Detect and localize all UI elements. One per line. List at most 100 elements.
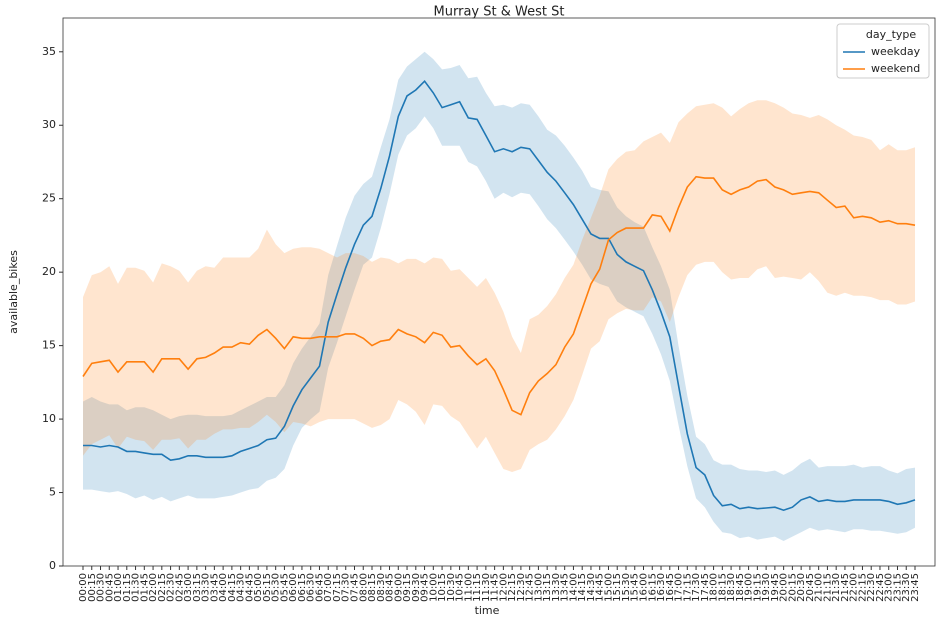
- x-tick-label: 10:15: [437, 573, 448, 602]
- x-tick-label: 02:00: [148, 573, 159, 602]
- x-tick-label: 11:30: [481, 573, 492, 602]
- x-tick-label: 14:30: [586, 573, 597, 602]
- legend-label: weekday: [871, 45, 921, 58]
- x-tick-label: 03:00: [183, 573, 194, 602]
- x-tick-label: 05:45: [279, 573, 290, 602]
- x-tick-label: 02:30: [166, 573, 177, 602]
- x-tick-label: 15:30: [621, 573, 632, 602]
- x-tick-label: 05:15: [262, 573, 273, 602]
- x-tick-label: 23:00: [884, 573, 895, 602]
- x-tick-label: 07:00: [323, 573, 334, 602]
- x-tick-label: 18:15: [717, 573, 728, 602]
- x-tick-label: 08:30: [376, 573, 387, 602]
- x-tick-label: 08:15: [367, 573, 378, 602]
- x-tick-label: 09:15: [402, 573, 413, 602]
- legend-box: [836, 23, 930, 79]
- x-tick-label: 17:45: [700, 573, 711, 602]
- x-tick-label: 19:15: [752, 573, 763, 602]
- x-tick-label: 20:15: [787, 573, 798, 602]
- x-tick-label: 12:30: [516, 573, 527, 602]
- x-tick-label: 07:45: [349, 573, 360, 602]
- y-tick-label: 35: [42, 45, 56, 58]
- x-axis-label: time: [475, 604, 500, 617]
- x-tick-label: 16:45: [665, 573, 676, 602]
- x-tick-label: 20:00: [779, 573, 790, 602]
- x-tick-label: 22:00: [849, 573, 860, 602]
- x-tick-label: 22:30: [866, 573, 877, 602]
- x-tick-label: 03:30: [201, 573, 212, 602]
- x-tick-label: 20:30: [796, 573, 807, 602]
- x-tick-label: 01:30: [131, 573, 142, 602]
- x-tick-label: 02:45: [174, 573, 185, 602]
- x-tick-label: 08:45: [385, 573, 396, 602]
- x-tick-label: 22:45: [875, 573, 886, 602]
- x-tick-label: 16:00: [639, 573, 650, 602]
- x-tick-label: 21:45: [840, 573, 851, 602]
- x-tick-label: 15:15: [612, 573, 623, 602]
- x-tick-label: 08:00: [358, 573, 369, 602]
- x-tick-label: 22:15: [857, 573, 868, 602]
- x-tick-label: 04:45: [244, 573, 255, 602]
- x-tick-label: 13:30: [551, 573, 562, 602]
- x-tick-label: 03:45: [209, 573, 220, 602]
- x-tick-label: 19:30: [761, 573, 772, 602]
- x-tick-label: 06:15: [297, 573, 308, 602]
- plot-area: [62, 17, 936, 567]
- x-tick-label: 11:15: [472, 573, 483, 602]
- x-tick-label: 12:45: [525, 573, 536, 602]
- x-tick-label: 14:15: [577, 573, 588, 602]
- legend-label: weekend: [871, 62, 920, 75]
- x-tick-label: 19:00: [744, 573, 755, 602]
- x-tick-label: 10:00: [428, 573, 439, 602]
- x-tick-label: 12:00: [498, 573, 509, 602]
- x-tick-label: 06:45: [314, 573, 325, 602]
- x-tick-label: 00:30: [96, 573, 107, 602]
- x-tick-label: 00:45: [104, 573, 115, 602]
- x-tick-label: 16:15: [647, 573, 658, 602]
- y-axis-label: available_bikes: [7, 250, 20, 334]
- x-tick-label: 00:15: [87, 573, 98, 602]
- x-tick-label: 04:15: [227, 573, 238, 602]
- x-tick-label: 16:30: [656, 573, 667, 602]
- confidence-band: [83, 51, 915, 542]
- x-tick-label: 18:30: [726, 573, 737, 602]
- x-tick-label: 02:15: [157, 573, 168, 602]
- x-tick-label: 11:45: [490, 573, 501, 602]
- x-tick-label: 14:45: [595, 573, 606, 602]
- x-tick-label: 09:30: [411, 573, 422, 602]
- x-tick-label: 14:00: [568, 573, 579, 602]
- y-tick-label: 5: [49, 486, 56, 499]
- x-tick-label: 06:30: [306, 573, 317, 602]
- x-tick-label: 18:00: [709, 573, 720, 602]
- x-tick-label: 13:15: [542, 573, 553, 602]
- x-tick-label: 01:00: [113, 573, 124, 602]
- x-tick-label: 21:30: [831, 573, 842, 602]
- x-tick-label: 06:00: [288, 573, 299, 602]
- x-tick-label: 01:15: [122, 573, 133, 602]
- x-tick-label: 09:00: [393, 573, 404, 602]
- x-tick-label: 07:30: [341, 573, 352, 602]
- x-tick-label: 13:00: [533, 573, 544, 602]
- x-tick-label: 17:00: [674, 573, 685, 602]
- x-tick-label: 13:45: [560, 573, 571, 602]
- x-tick-label: 18:45: [735, 573, 746, 602]
- x-tick-label: 17:30: [691, 573, 702, 602]
- y-tick-label: 25: [42, 192, 56, 205]
- x-tick-label: 23:15: [892, 573, 903, 602]
- x-tick-label: 03:15: [192, 573, 203, 602]
- x-tick-label: 10:30: [446, 573, 457, 602]
- x-tick-label: 21:00: [814, 573, 825, 602]
- confidence-band: [83, 100, 915, 473]
- x-tick-label: 04:30: [236, 573, 247, 602]
- x-tick-label: 04:00: [218, 573, 229, 602]
- y-tick-label: 20: [42, 265, 56, 278]
- line: [82, 175, 916, 416]
- x-tick-label: 15:00: [603, 573, 614, 602]
- x-tick-label: 15:45: [630, 573, 641, 602]
- x-tick-label: 11:00: [463, 573, 474, 602]
- y-tick-label: 0: [49, 559, 56, 572]
- y-tick-label: 30: [42, 118, 56, 131]
- y-tick-label: 15: [42, 339, 56, 352]
- x-tick-label: 01:45: [139, 573, 150, 602]
- x-tick-label: 21:15: [822, 573, 833, 602]
